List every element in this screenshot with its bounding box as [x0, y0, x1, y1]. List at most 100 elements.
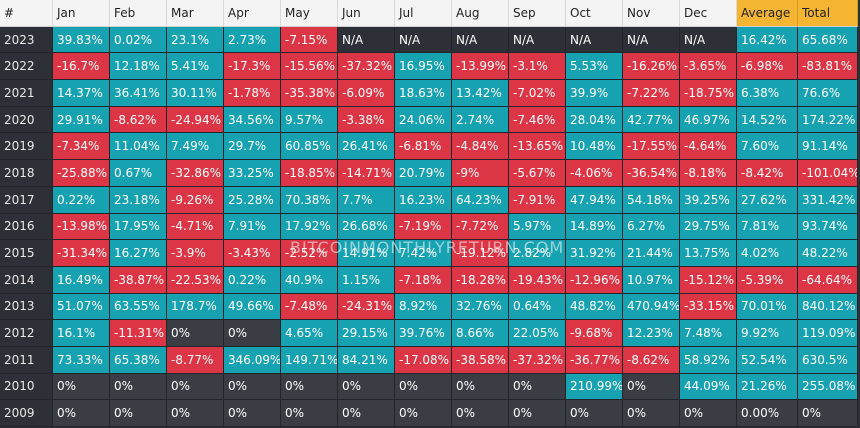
header-jun: Jun [338, 0, 395, 27]
return-cell: -7.19% [395, 213, 452, 241]
return-cell: -7.22% [623, 80, 680, 107]
return-cell: 9.92% [737, 320, 798, 347]
return-cell: 12.18% [110, 53, 167, 81]
header-may: May [281, 0, 338, 27]
return-cell: 178.7% [167, 293, 224, 321]
return-cell: 7.81% [737, 213, 798, 241]
return-cell: N/A [452, 26, 509, 54]
return-cell: 23.1% [167, 26, 224, 54]
return-cell: 29.7% [224, 133, 281, 161]
return-cell: 0% [338, 400, 395, 427]
year-cell: 2022 [0, 53, 53, 81]
return-cell: -7.34% [53, 133, 110, 161]
return-cell: -9% [452, 160, 509, 187]
return-cell: 39.9% [566, 80, 623, 107]
return-cell: 21.26% [737, 373, 798, 401]
return-cell: 31.92% [566, 240, 623, 267]
return-cell: -32.86% [167, 160, 224, 187]
return-cell: 73.33% [53, 346, 110, 374]
return-cell: 23.18% [110, 186, 167, 214]
return-cell: 14.91% [338, 240, 395, 267]
return-cell: 630.5% [798, 346, 858, 374]
header-jan: Jan [53, 0, 110, 27]
return-cell: 10.48% [566, 133, 623, 161]
return-cell: 0% [224, 373, 281, 401]
return-cell: 13.75% [680, 240, 737, 267]
return-cell: -9.26% [167, 186, 224, 214]
header-sep: Sep [509, 0, 566, 27]
return-cell: -7.15% [281, 26, 338, 54]
return-cell: 0% [110, 373, 167, 401]
return-cell: 48.82% [566, 293, 623, 321]
year-cell: 2016 [0, 213, 53, 241]
return-cell: -13.98% [53, 213, 110, 241]
return-cell: 25.28% [224, 186, 281, 214]
return-cell: -7.02% [509, 80, 566, 107]
return-cell: 5.53% [566, 53, 623, 81]
return-cell: 2.82% [509, 240, 566, 267]
year-cell: 2011 [0, 346, 53, 374]
return-cell: 60.85% [281, 133, 338, 161]
return-cell: 0.00% [737, 400, 798, 427]
return-cell: 84.21% [338, 346, 395, 374]
return-cell: -13.99% [452, 53, 509, 81]
return-cell: 14.52% [737, 106, 798, 134]
return-cell: 5.41% [167, 53, 224, 81]
return-cell: -64.64% [798, 266, 858, 294]
return-cell: -17.55% [623, 133, 680, 161]
return-cell: -2.52% [281, 240, 338, 267]
return-cell: -18.28% [452, 266, 509, 294]
header-aug: Aug [452, 0, 509, 27]
return-cell: 0% [623, 373, 680, 401]
return-cell: -33.15% [680, 293, 737, 321]
return-cell: -25.88% [53, 160, 110, 187]
return-cell: 0% [224, 320, 281, 347]
return-cell: 6.27% [623, 213, 680, 241]
return-cell: 0% [110, 400, 167, 427]
return-cell: -8.18% [680, 160, 737, 187]
return-cell: -9.68% [566, 320, 623, 347]
header-nov: Nov [623, 0, 680, 27]
return-cell: -37.32% [509, 346, 566, 374]
return-cell: -36.54% [623, 160, 680, 187]
return-cell: 44.09% [680, 373, 737, 401]
return-cell: 0% [281, 400, 338, 427]
return-cell: -14.71% [338, 160, 395, 187]
return-cell: -35.38% [281, 80, 338, 107]
return-cell: 29.75% [680, 213, 737, 241]
return-cell: -3.43% [224, 240, 281, 267]
return-cell: -17.08% [395, 346, 452, 374]
return-cell: -4.64% [680, 133, 737, 161]
return-cell: 0% [167, 373, 224, 401]
return-cell: 0% [623, 400, 680, 427]
return-cell: -6.81% [395, 133, 452, 161]
header-total: Total [798, 0, 858, 27]
return-cell: -7.91% [509, 186, 566, 214]
return-cell: 0.02% [110, 26, 167, 54]
year-cell: 2020 [0, 106, 53, 134]
return-cell: 2.74% [452, 106, 509, 134]
return-cell: 32.76% [452, 293, 509, 321]
return-cell: -24.31% [338, 293, 395, 321]
return-cell: 4.65% [281, 320, 338, 347]
return-cell: -7.72% [452, 213, 509, 241]
return-cell: 48.22% [798, 240, 858, 267]
header-dec: Dec [680, 0, 737, 27]
return-cell: -7.46% [509, 106, 566, 134]
return-cell: -15.56% [281, 53, 338, 81]
return-cell: 18.63% [395, 80, 452, 107]
return-cell: -6.98% [737, 53, 798, 81]
return-cell: 12.23% [623, 320, 680, 347]
return-cell: -38.58% [452, 346, 509, 374]
return-cell: -3.9% [167, 240, 224, 267]
return-cell: 16.27% [110, 240, 167, 267]
return-cell: N/A [338, 26, 395, 54]
return-cell: -1.78% [224, 80, 281, 107]
return-cell: -13.65% [509, 133, 566, 161]
return-cell: 0% [452, 400, 509, 427]
return-cell: 28.04% [566, 106, 623, 134]
return-cell: -5.67% [509, 160, 566, 187]
return-cell: 65.68% [798, 26, 858, 54]
return-cell: 11.04% [110, 133, 167, 161]
return-cell: 64.23% [452, 186, 509, 214]
